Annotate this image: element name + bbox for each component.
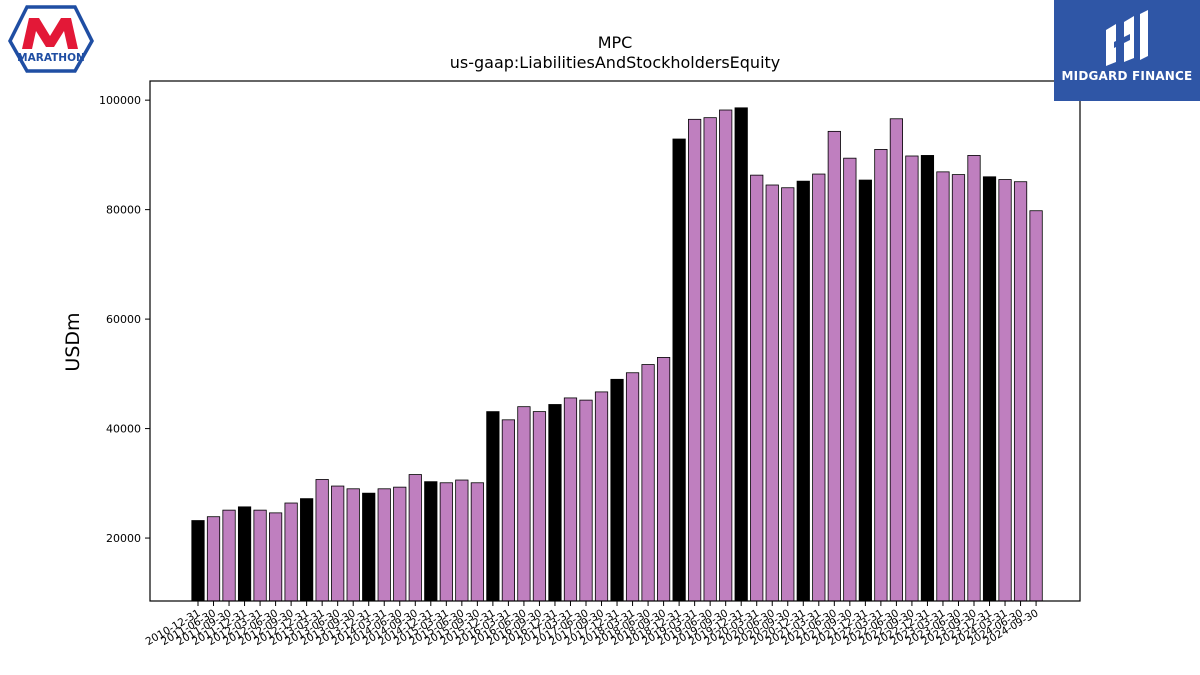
y-tick-label: 20000 [106,532,141,545]
bar-2020-03-31 [750,174,764,602]
bar-2024-09-30 [1029,210,1043,602]
bar-2016-09-30 [532,411,547,602]
y-tick-label: 40000 [106,423,141,436]
bar-2013-03-31 [315,479,329,602]
bar-2022-06-30 [889,118,904,602]
bar-2022-03-31 [874,149,888,602]
bar-2020-06-30 [765,184,779,602]
bar-2023-12-31 [982,176,997,602]
plot-frame [149,80,1081,602]
midgard-logo-text: MIDGARD FINANCE [1061,69,1193,83]
bar-2016-12-31 [548,404,562,602]
bar-2011-09-30 [222,509,236,602]
bar-2019-06-30 [703,117,717,602]
bar-2019-12-31 [734,107,748,602]
y-tick-label: 80000 [106,204,141,217]
bar-2014-06-30 [393,486,407,602]
bar-2023-09-30 [967,155,981,602]
midgard-emblem-icon [1106,10,1148,66]
bar-2020-09-30 [781,187,795,602]
bar-2013-12-31 [362,492,376,602]
bar-2021-12-31 [858,179,872,602]
bar-2012-12-31 [300,498,314,602]
bar-2017-03-31 [563,397,578,602]
bar-2022-09-30 [905,155,919,602]
bar-series [191,107,1043,602]
bar-2011-12-31 [237,506,252,602]
bar-2018-06-30 [641,364,655,602]
x-axis-ticks: 2010-12-312011-06-302011-09-302011-12-31… [144,601,1041,648]
bar-2021-06-30 [827,130,841,602]
bar-2014-03-31 [377,488,391,602]
bar-2014-12-31 [424,481,438,602]
bar-2012-03-31 [253,509,267,602]
y-tick-label: 100000 [99,94,141,107]
midgard-finance-logo: MIDGARD FINANCE [1054,0,1200,101]
bar-2019-03-31 [688,118,702,602]
bar-2012-09-30 [284,502,298,602]
bar-2018-09-30 [657,357,671,602]
marathon-logo: MARATHON [4,4,98,76]
bar-2022-12-31 [920,155,935,602]
bar-2021-09-30 [843,157,857,602]
bar-2017-09-30 [594,391,609,602]
bar-2017-12-31 [610,378,624,602]
chart-subtitle: us-gaap:LiabilitiesAndStockholdersEquity [450,53,781,72]
bar-2011-06-30 [206,516,221,602]
chart-title: MPC [598,33,633,52]
bar-2013-06-30 [331,485,345,602]
bar-2017-06-30 [579,399,593,602]
marathon-shield-icon: MARATHON [8,5,94,73]
bar-2013-09-30 [346,488,360,602]
bar-2024-03-31 [998,179,1012,602]
bar-2016-06-30 [517,406,531,602]
y-axis-label: USDm [62,312,84,371]
bar-2015-06-30 [455,479,469,602]
bar-2021-03-31 [812,173,826,602]
bar-2023-03-31 [936,171,950,602]
marathon-logo-text: MARATHON [17,52,85,64]
bar-2019-09-30 [719,109,733,602]
bar-2015-09-30 [470,482,484,602]
bar-2015-03-31 [439,482,453,602]
bar-2010-12-31 [191,520,205,602]
bar-2018-12-31 [672,138,686,602]
bar-2024-06-30 [1013,181,1028,602]
bar-2015-12-31 [486,411,500,602]
y-axis-ticks: 20000 40000 60000 80000 100000 [99,94,150,545]
bar-2014-09-30 [408,474,422,602]
bar-2023-06-30 [951,174,966,602]
bar-2018-03-31 [625,372,640,602]
y-tick-label: 60000 [106,313,141,326]
bar-2016-03-31 [501,419,516,602]
bar-2012-06-30 [268,512,283,602]
bar-2020-12-31 [796,180,810,602]
